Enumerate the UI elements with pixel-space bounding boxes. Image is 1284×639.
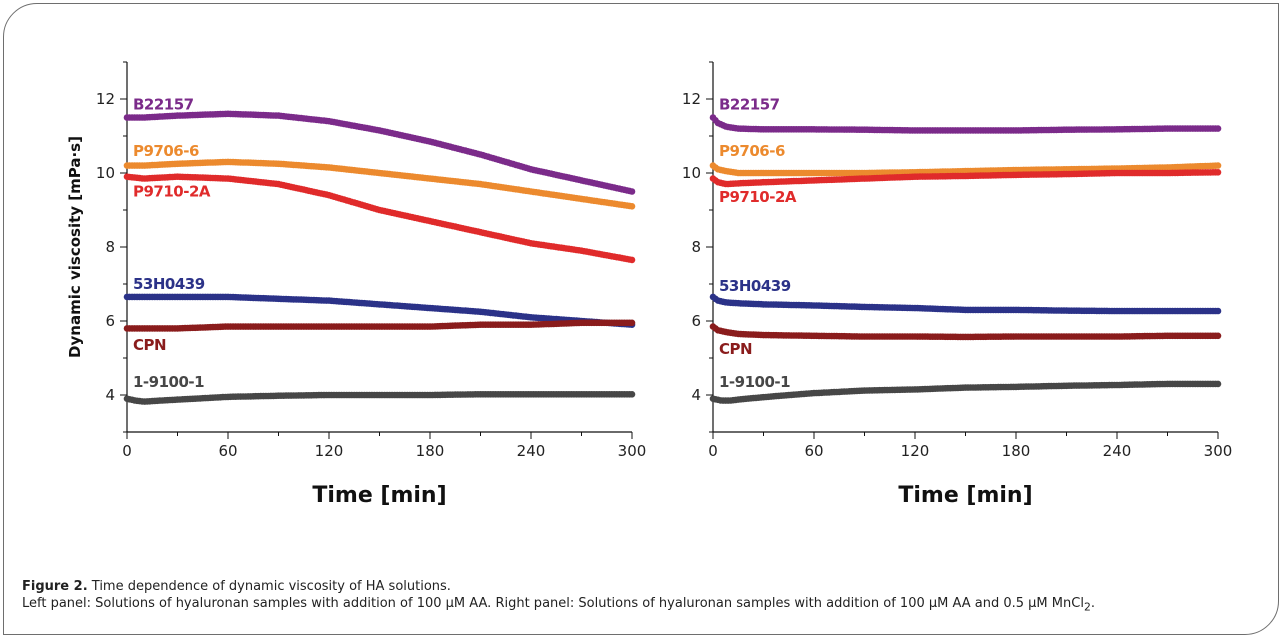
series-label: P9710-2A	[719, 188, 797, 206]
data-point	[1214, 380, 1222, 388]
caption-body-text: Left panel: Solutions of hyaluronan samp…	[22, 596, 1084, 611]
caption-body: Left panel: Solutions of hyaluronan samp…	[22, 595, 1272, 616]
x-tick-label: 60	[804, 442, 823, 460]
y-tick-label: 4	[105, 386, 115, 404]
series-P9710-2A	[709, 169, 1222, 188]
series-CPN	[123, 319, 636, 332]
series-CPN	[709, 323, 1222, 341]
x-tick-label: 180	[1002, 442, 1031, 460]
series-53H0439	[709, 293, 1222, 315]
caption-body-suffix: .	[1090, 596, 1095, 611]
series-P9706-6	[123, 158, 636, 210]
y-tick-label: 6	[691, 312, 701, 330]
x-tick-label: 120	[901, 442, 930, 460]
series-label: P9710-2A	[133, 183, 211, 201]
y-tick-label: 12	[682, 90, 701, 108]
caption-subscript: 2	[1083, 600, 1091, 614]
x-tick-label: 240	[517, 442, 546, 460]
series-label: CPN	[719, 340, 752, 358]
x-tick-label: 300	[1204, 442, 1233, 460]
x-axis-label: Time [min]	[312, 483, 446, 508]
figure-caption: Figure 2. Time dependence of dynamic vis…	[22, 578, 1272, 616]
figure-frame	[3, 3, 1279, 635]
series-label: P9706-6	[133, 142, 199, 160]
data-point	[628, 188, 636, 195]
series-B22157	[123, 110, 636, 195]
x-tick-label: 60	[218, 442, 237, 460]
data-point	[1214, 169, 1222, 176]
y-tick-label: 10	[682, 164, 701, 182]
data-point	[1214, 332, 1222, 340]
data-point	[1214, 125, 1222, 132]
series-1-9100-1	[123, 391, 636, 405]
y-tick-label: 8	[105, 238, 115, 256]
series-label: 53H0439	[719, 277, 791, 295]
series-1-9100-1	[709, 380, 1222, 404]
series-P9710-2A	[123, 173, 636, 264]
x-tick-label: 120	[315, 442, 344, 460]
y-tick-label: 6	[105, 312, 115, 330]
figure-number: Figure 2.	[22, 579, 88, 594]
series-label: 53H0439	[133, 275, 205, 293]
series-label: 1-9100-1	[719, 373, 790, 391]
series-label: B22157	[719, 96, 780, 114]
series-B22157	[709, 114, 1222, 134]
caption-title-line: Figure 2. Time dependence of dynamic vis…	[22, 578, 1272, 595]
y-tick-label: 8	[691, 238, 701, 256]
y-axis-label: Dynamic viscosity [mPa·s]	[66, 136, 84, 358]
y-tick-label: 10	[96, 164, 115, 182]
x-axis-label: Time [min]	[898, 483, 1032, 508]
data-point	[628, 391, 636, 398]
data-point	[1214, 307, 1222, 315]
data-point	[628, 203, 636, 210]
x-tick-label: 0	[122, 442, 132, 460]
series-label: P9706-6	[719, 142, 785, 160]
y-tick-label: 4	[691, 386, 701, 404]
series-label: CPN	[133, 336, 166, 354]
data-point	[628, 256, 636, 264]
series-label: B22157	[133, 96, 194, 114]
series-label: 1-9100-1	[133, 373, 204, 391]
x-tick-label: 180	[416, 442, 445, 460]
x-tick-label: 0	[708, 442, 718, 460]
data-point	[628, 319, 636, 327]
x-tick-label: 300	[618, 442, 647, 460]
y-tick-label: 12	[96, 90, 115, 108]
x-tick-label: 240	[1103, 442, 1132, 460]
caption-title: Time dependence of dynamic viscosity of …	[91, 579, 451, 594]
data-point	[1214, 162, 1222, 169]
